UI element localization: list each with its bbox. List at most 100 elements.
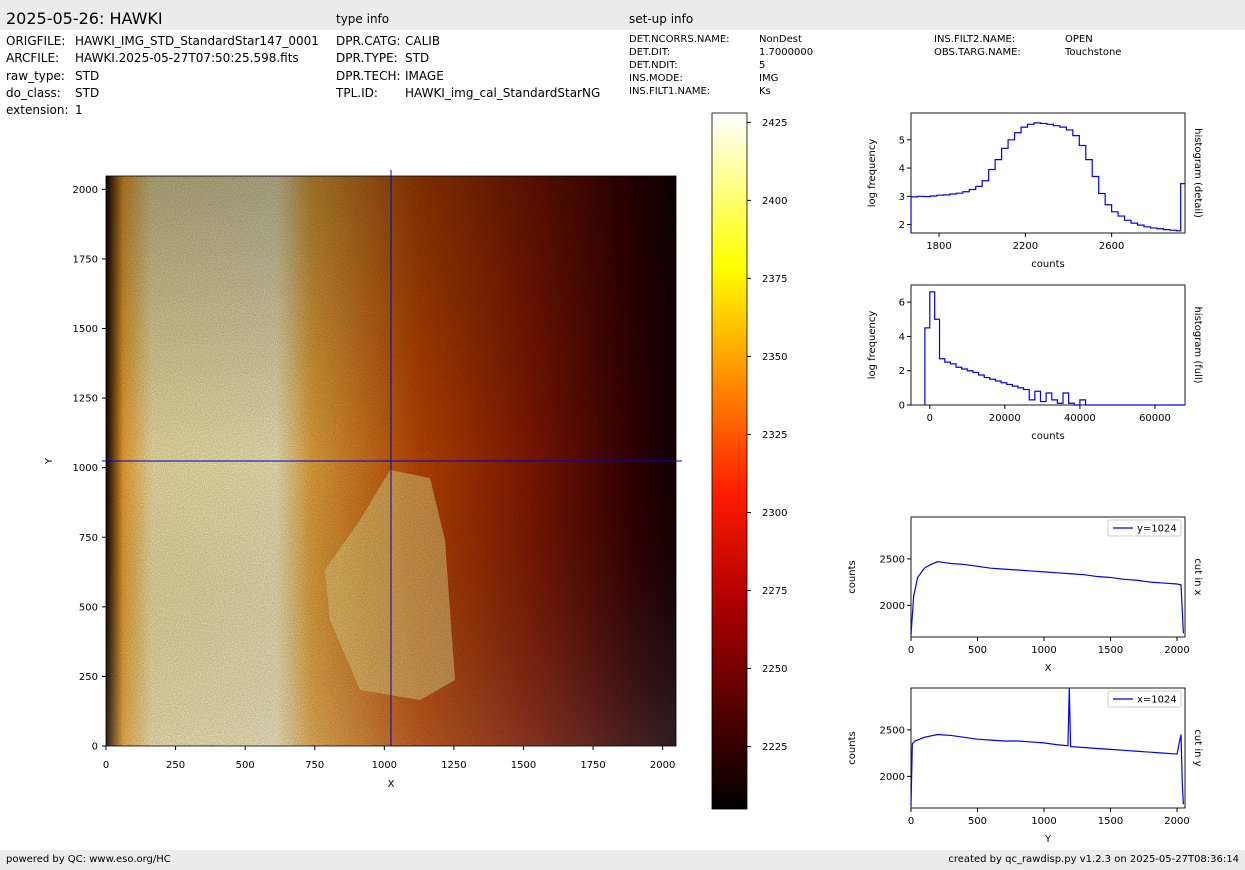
colorbar-tick-label: 2325: [762, 430, 787, 441]
cut-in-x-x-tick-label: 1500: [1098, 645, 1123, 656]
file-info-key: extension:: [6, 103, 69, 117]
image-x-tick-label: 0: [103, 760, 109, 771]
setup-info-key: INS.MODE:: [629, 73, 683, 84]
setup-info-key: OBS.TARG.NAME:: [934, 47, 1021, 58]
image-x-tick-label: 2000: [650, 760, 675, 771]
setup-info-value: IMG: [759, 73, 779, 84]
image-x-axis-label: X: [388, 779, 395, 790]
cut-in-y-series: [910, 687, 1184, 807]
setup-info-key: DET.NCORRS.NAME:: [629, 34, 730, 45]
image-y-tick-label: 500: [79, 602, 98, 613]
histogram-full-side-label: histogram (full): [1192, 306, 1203, 383]
setup-info-value: 5: [759, 60, 766, 71]
cut-in-y-y-tick-label: 2000: [880, 772, 905, 783]
cut-in-x-x-tick-label: 500: [968, 645, 987, 656]
type-info-value: HAWKI_img_cal_StandardStarNG: [405, 86, 601, 100]
image-y-tick-label: 1000: [73, 463, 98, 474]
image-y-axis-label: Y: [44, 457, 55, 465]
image-x-tick-label: 500: [236, 760, 255, 771]
cut-in-x-series: [910, 561, 1184, 636]
image-y-tick-label: 250: [79, 672, 98, 683]
type-info-value: CALIB: [405, 34, 441, 48]
type-info-heading: type info: [336, 12, 390, 26]
histogram-detail-x-tick-label: 1800: [926, 241, 951, 252]
type-info-key: DPR.CATG:: [336, 34, 401, 48]
histogram-full-y-tick-label: 6: [899, 298, 905, 309]
file-info-value: STD: [75, 69, 100, 83]
histogram-full-y-tick-label: 0: [899, 401, 905, 412]
histogram-full-y-axis-label: log frequency: [867, 311, 878, 380]
histogram-detail-side-label: histogram (detail): [1192, 128, 1203, 218]
setup-info-key: INS.FILT2.NAME:: [934, 34, 1016, 45]
colorbar: [711, 112, 748, 810]
histogram-detail-y-axis-label: log frequency: [867, 139, 878, 208]
file-info-value: HAWKI.2025-05-27T07:50:25.598.fits: [75, 51, 299, 65]
file-info-value: STD: [75, 86, 100, 100]
cut-in-x-x-axis-label: X: [1045, 663, 1052, 674]
cut-in-y-frame: [910, 687, 1186, 809]
setup-info-value: Ks: [759, 86, 771, 97]
cut-in-x-legend-box: [1107, 519, 1182, 537]
cut-in-x-y-tick-label: 2000: [880, 601, 905, 612]
cut-in-y-x-axis-label: Y: [1044, 834, 1052, 845]
cut-in-y-y-tick-label: 2500: [880, 725, 905, 736]
cut-in-x-y-axis-label: counts: [847, 560, 858, 593]
cut-in-y-x-tick-label: 1500: [1098, 816, 1123, 827]
histogram-full-x-tick-label: 0: [927, 413, 933, 424]
setup-info-heading: set-up info: [629, 12, 694, 26]
image-x-tick-label: 750: [305, 760, 324, 771]
histogram-full-x-tick-label: 60000: [1139, 413, 1171, 424]
histogram-full-series: [924, 291, 1185, 406]
file-info-key: ARCFILE:: [6, 51, 60, 65]
cut-in-x-x-tick-label: 0: [908, 645, 914, 656]
file-info-value: 1: [75, 103, 83, 117]
setup-info-value: NonDest: [759, 34, 802, 45]
file-info-key: raw_type:: [6, 69, 65, 83]
image-x-tick-label: 1250: [441, 760, 466, 771]
colorbar-tick-label: 2275: [762, 586, 787, 597]
cut-in-y-legend-label: x=1024: [1137, 695, 1177, 706]
image-x-tick-label: 250: [166, 760, 185, 771]
type-info-value: IMAGE: [405, 69, 444, 83]
colorbar-tick-label: 2400: [762, 196, 787, 207]
image-y-tick-label: 0: [92, 742, 98, 753]
setup-info-value: 1.7000000: [759, 47, 814, 58]
type-info-key: TPL.ID:: [336, 86, 378, 100]
cut-in-x-y-tick-label: 2500: [880, 554, 905, 565]
histogram-detail-y-tick-label: 2: [899, 220, 905, 231]
setup-info-value: Touchstone: [1065, 47, 1122, 58]
cut-in-x-frame: [910, 516, 1186, 638]
file-info-key: do_class:: [6, 86, 61, 100]
cut-in-y-x-tick-label: 500: [968, 816, 987, 827]
setup-info-key: DET.NDIT:: [629, 60, 678, 71]
colorbar-tick-label: 2250: [762, 664, 787, 675]
histogram-detail-y-tick-label: 5: [899, 135, 905, 146]
cut-in-x-x-tick-label: 2000: [1164, 645, 1189, 656]
cut-in-y-side-label: cut in y: [1192, 729, 1203, 766]
cut-in-x-x-tick-label: 1000: [1031, 645, 1056, 656]
type-info-value: STD: [405, 51, 430, 65]
histogram-full-x-tick-label: 40000: [1064, 413, 1096, 424]
cut-in-x-legend-label: y=1024: [1137, 524, 1177, 535]
histogram-full-y-tick-label: 2: [899, 366, 905, 377]
image-x-tick-label: 1500: [511, 760, 536, 771]
cut-in-y-x-tick-label: 2000: [1164, 816, 1189, 827]
cut-in-y-x-tick-label: 1000: [1031, 816, 1056, 827]
colorbar-tick-label: 2375: [762, 274, 787, 285]
histogram-detail-x-axis-label: counts: [1031, 259, 1064, 270]
histogram-full-x-tick-label: 20000: [989, 413, 1021, 424]
colorbar-tick-label: 2225: [762, 742, 787, 753]
histogram-detail-x-tick-label: 2600: [1099, 241, 1124, 252]
histogram-full-x-axis-label: counts: [1031, 431, 1064, 442]
header-band: [0, 0, 1245, 30]
histogram-detail-series: [910, 122, 1185, 233]
file-info-key: ORIGFILE:: [6, 34, 66, 48]
colorbar-tick-label: 2300: [762, 508, 787, 519]
image-y-tick-label: 1250: [73, 394, 98, 405]
setup-info-key: INS.FILT1.NAME:: [629, 86, 711, 97]
histogram-detail-x-tick-label: 2200: [1013, 241, 1038, 252]
image-y-tick-label: 2000: [73, 185, 98, 196]
histogram-full-frame: [910, 284, 1186, 406]
cut-in-y-legend-box: [1107, 690, 1182, 708]
cut-in-x-side-label: cut in x: [1192, 558, 1203, 595]
